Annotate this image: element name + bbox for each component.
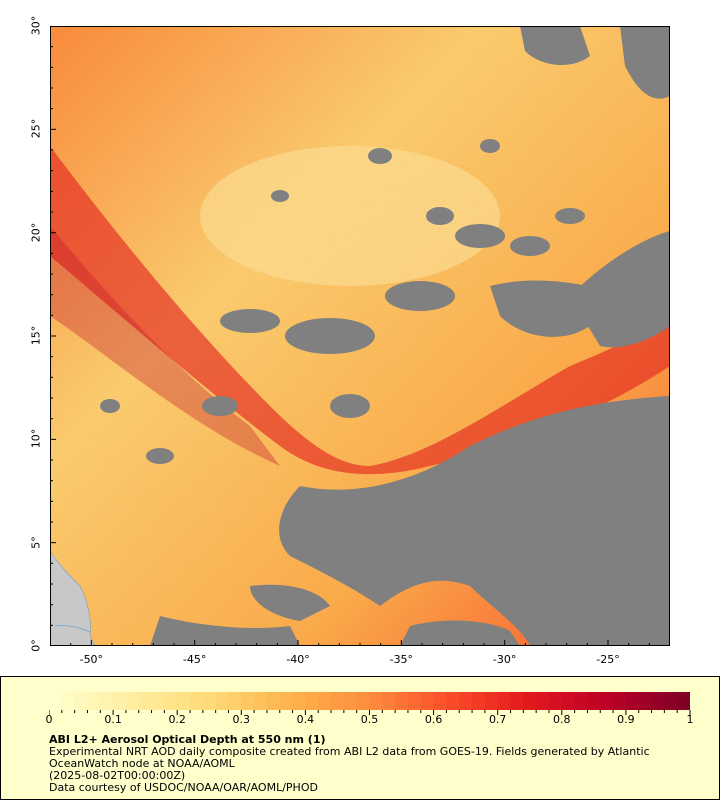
- colorbar-swatch: [677, 692, 690, 710]
- latitude-label: 0°: [29, 639, 43, 652]
- colorbar-swatch: [125, 692, 140, 710]
- cloud-mask: [100, 26, 670, 646]
- colorbar-tick-label: 0: [45, 713, 53, 726]
- colorbar-tick-label: 0.9: [617, 713, 635, 726]
- colorbar-tick-label: 0.4: [296, 713, 315, 726]
- colorbar: [49, 692, 690, 710]
- longitude-label: -25°: [596, 653, 620, 666]
- colorbar-tick-label: 0.6: [424, 713, 443, 726]
- latitude-label: 15°: [29, 325, 43, 346]
- colorbar-swatch: [266, 692, 281, 710]
- longitude-label: -45°: [182, 653, 207, 666]
- colorbar-swatch: [138, 692, 153, 710]
- longitude-label: -50°: [79, 653, 104, 666]
- colorbar-swatch: [369, 692, 383, 710]
- colorbar-tick-label: 0.3: [232, 713, 251, 726]
- latitude-label: 30°: [29, 15, 43, 36]
- colorbar-tick-label: 1: [686, 713, 694, 726]
- colorbar-swatch: [49, 692, 63, 710]
- colorbar-swatch: [215, 692, 229, 710]
- colorbar-swatch: [638, 692, 653, 710]
- colorbar-swatch: [420, 692, 435, 710]
- colorbar-swatch: [113, 692, 127, 710]
- legend-title: ABI L2+ Aerosol Optical Depth at 550 nm …: [49, 733, 326, 746]
- colorbar-swatch: [536, 692, 550, 710]
- colorbar-swatch: [664, 692, 678, 710]
- colorbar-swatch: [459, 692, 473, 710]
- colorbar-tick-label: 0.1: [104, 713, 122, 726]
- colorbar-swatch: [484, 692, 499, 710]
- colorbar-swatch: [254, 692, 268, 710]
- colorbar-swatch: [561, 692, 576, 710]
- colorbar-tick-label: 0.5: [360, 713, 379, 726]
- colorbar-swatch: [382, 692, 396, 710]
- legend-date: (2025-08-02T00:00:00Z): [49, 769, 186, 782]
- colorbar-swatch: [523, 692, 537, 710]
- colorbar-swatch: [279, 692, 294, 710]
- colorbar-ticks: [49, 710, 691, 715]
- colorbar-swatch: [407, 692, 422, 710]
- longitude-label: -40°: [286, 653, 310, 666]
- colorbar-swatch: [151, 692, 165, 710]
- colorbar-swatch: [292, 692, 306, 710]
- axis-ticks: [50, 26, 670, 646]
- longitude-label: -30°: [492, 653, 517, 666]
- colorbar-tick-label: 0.8: [553, 713, 571, 726]
- colorbar-swatch: [356, 692, 370, 710]
- legend-text: ABI L2+ Aerosol Optical Depth at 550 nm …: [49, 734, 689, 794]
- colorbar-swatch: [574, 692, 588, 710]
- colorbar-swatch: [472, 692, 486, 710]
- colorbar-swatch: [100, 692, 114, 710]
- colorbar-swatch: [177, 692, 191, 710]
- colorbar-swatch: [190, 692, 204, 710]
- latitude-label: 25°: [29, 119, 43, 139]
- colorbar-swatch: [318, 692, 332, 710]
- colorbar-swatch: [74, 692, 88, 710]
- colorbar-swatch: [497, 692, 512, 710]
- colorbar-swatch: [343, 692, 358, 710]
- legend-credit: Data courtesy of USDOC/NOAA/OAR/AOML/PHO…: [49, 781, 318, 794]
- colorbar-swatch: [548, 692, 563, 710]
- colorbar-swatch: [395, 692, 409, 710]
- colorbar-swatch: [241, 692, 255, 710]
- latitude-label: 10°: [29, 429, 43, 449]
- longitude-label: -35°: [389, 653, 414, 666]
- colorbar-swatch: [446, 692, 460, 710]
- colorbar-swatch: [510, 692, 524, 710]
- aod-map-canvas: [50, 26, 670, 646]
- colorbar-swatch: [587, 692, 601, 710]
- legend-description: Experimental NRT AOD daily composite cre…: [49, 745, 650, 770]
- latitude-label: 20°: [29, 222, 43, 242]
- colorbar-swatch: [625, 692, 640, 710]
- colorbar-swatch: [164, 692, 178, 710]
- river-line: [54, 625, 91, 633]
- latitude-label: 5°: [29, 535, 43, 549]
- colorbar-swatch: [651, 692, 665, 710]
- aod-map: [50, 26, 670, 646]
- colorbar-swatch: [613, 692, 627, 710]
- colorbar-swatch: [61, 692, 76, 710]
- land-south-america: [50, 550, 96, 646]
- legend-panel: 0 0.1 0.2 0.3 0.4 0.5 0.6 0.7 0.8 0.9 1 ABI L2+ Ae…: [0, 676, 720, 800]
- colorbar-tick-label: 0.7: [488, 713, 507, 726]
- colorbar-swatch: [600, 692, 614, 710]
- colorbar-swatch: [331, 692, 345, 710]
- colorbar-swatch: [202, 692, 217, 710]
- colorbar-tick-label: 0.2: [168, 713, 186, 726]
- colorbar-swatch: [228, 692, 242, 710]
- colorbar-swatch: [87, 692, 101, 710]
- colorbar-swatch: [305, 692, 319, 710]
- colorbar-swatch: [433, 692, 447, 710]
